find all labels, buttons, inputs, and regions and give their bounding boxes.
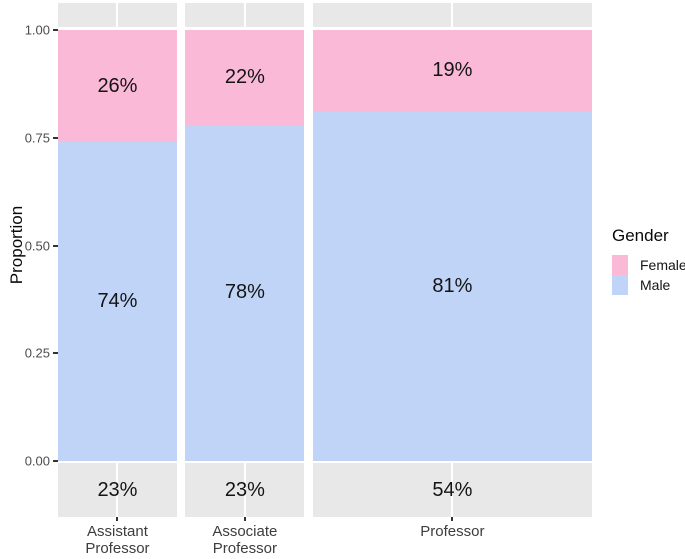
legend-entries: Female Male [612, 255, 685, 295]
y-tick-mark [53, 29, 58, 31]
bottom-margin-strip: 23% [185, 463, 305, 517]
male-segment: 81% [312, 111, 592, 461]
male-percent-label: 78% [224, 281, 265, 304]
male-segment: 78% [185, 124, 305, 461]
y-tick-mark [53, 352, 58, 355]
mosaic-column: 22% 78% 23% Associate Professor [185, 3, 305, 559]
y-tick-label: 1.00 [24, 22, 50, 38]
mosaic-column: 19% 81% 54% Professor [312, 3, 592, 559]
y-tick-label: 0.25 [24, 345, 50, 361]
top-margin-strip [185, 3, 305, 27]
gridline [451, 3, 454, 27]
x-axis-label-line: Professor [212, 539, 277, 557]
gridline [243, 463, 246, 517]
legend-entry-label: Male [640, 277, 671, 293]
y-tick-label: 0.75 [24, 130, 50, 146]
legend: Gender Female Male [612, 226, 685, 295]
gridline [451, 463, 454, 517]
column-share-label: 23% [224, 478, 265, 501]
gridline [243, 3, 246, 27]
bottom-margin-strip: 23% [58, 463, 177, 517]
y-tick-mark [53, 244, 58, 247]
female-segment: 22% [185, 30, 305, 125]
legend-entry: Female [612, 255, 685, 275]
female-percent-label: 26% [97, 74, 138, 97]
legend-title: Gender [612, 226, 669, 245]
female-segment: 26% [58, 30, 177, 143]
x-axis-label-line: Professor [420, 523, 485, 540]
column-share-label: 54% [432, 478, 473, 501]
x-tick-mark [116, 517, 119, 521]
x-axis-category-label: Assistant Professor [58, 523, 177, 557]
male-percent-label: 74% [97, 290, 138, 313]
top-margin-strip [312, 3, 592, 27]
legend-entry: Male [612, 275, 685, 295]
bottom-margin-strip: 54% [312, 463, 592, 517]
top-margin-strip [58, 3, 177, 27]
x-axis-label-line: Associate [212, 523, 278, 540]
female-percent-label: 22% [224, 65, 265, 88]
x-tick-mark [243, 517, 246, 521]
gridline [116, 463, 119, 517]
female-segment: 19% [312, 30, 592, 112]
y-tick-mark [53, 460, 58, 462]
mosaic-column: 26% 74% 23% Assistant Professor [58, 3, 177, 559]
legend-swatch-male [612, 275, 628, 295]
female-percent-label: 19% [432, 59, 473, 82]
male-segment: 74% [58, 142, 177, 461]
x-axis-label-line: Assistant [87, 523, 148, 540]
x-axis-category-label: Professor [313, 523, 592, 541]
x-axis-label-line: Professor [85, 539, 150, 557]
legend-swatch-female [612, 255, 628, 275]
male-percent-label: 81% [432, 274, 473, 297]
y-tick-label: 0.50 [24, 238, 50, 253]
y-tick-mark [53, 136, 58, 139]
gridline [116, 3, 119, 27]
x-tick-mark [451, 517, 454, 521]
y-tick-label: 0.00 [24, 453, 50, 469]
legend-entry-label: Female [640, 257, 685, 273]
column-share-label: 23% [97, 478, 138, 501]
x-axis-category-label: Associate Professor [185, 523, 304, 557]
